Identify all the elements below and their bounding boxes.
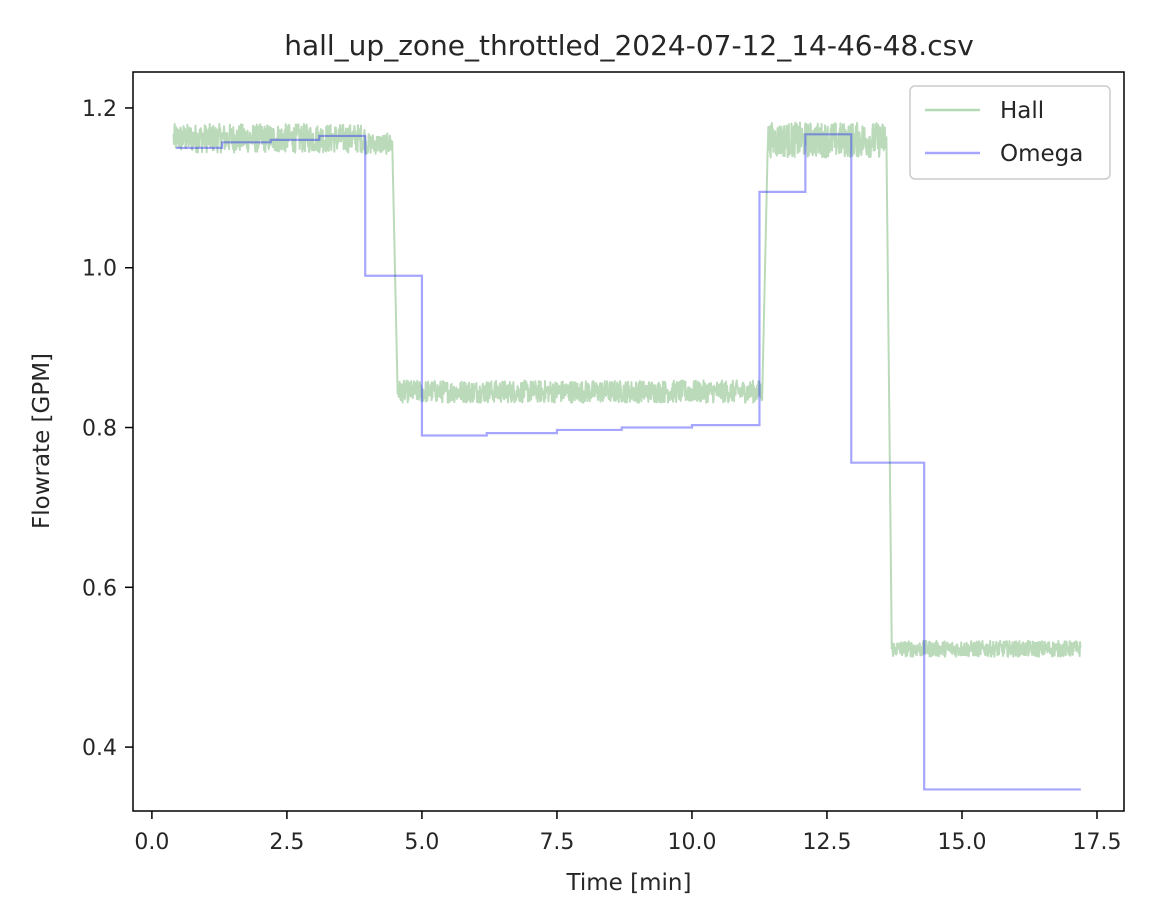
legend-hall-label: Hall xyxy=(1000,98,1044,124)
plot-frame xyxy=(132,71,1125,812)
y-axis: 0.4 0.6 0.8 1.0 1.2 xyxy=(82,97,133,761)
x-tick-label: 5.0 xyxy=(404,830,439,855)
omega-line xyxy=(176,133,1081,791)
x-axis-label: Time [min] xyxy=(566,870,692,896)
x-tick-label: 10.0 xyxy=(667,830,716,855)
x-tick-label: 2.5 xyxy=(269,830,304,855)
plot-series xyxy=(172,121,1082,791)
x-tick-label: 7.5 xyxy=(539,830,574,855)
y-tick-label: 0.6 xyxy=(82,576,117,601)
series-omega xyxy=(176,133,1081,791)
x-tick-label: 15.0 xyxy=(937,830,986,855)
y-tick-label: 0.4 xyxy=(82,736,117,761)
legend-omega-label: Omega xyxy=(1000,141,1083,167)
y-axis-label: Flowrate [GPM] xyxy=(29,353,55,529)
chart-title: hall_up_zone_throttled_2024-07-12_14-46-… xyxy=(284,29,974,62)
x-axis: 0.0 2.5 5.0 7.5 10.0 12.5 15.0 17.5 xyxy=(134,811,1121,855)
hall-line xyxy=(172,121,1082,658)
legend-box xyxy=(909,85,1111,180)
y-tick-label: 1.0 xyxy=(82,257,117,282)
legend: Hall Omega xyxy=(909,85,1111,180)
series-hall xyxy=(172,121,1082,658)
y-tick-label: 1.2 xyxy=(82,97,117,122)
x-tick-label: 12.5 xyxy=(802,830,851,855)
x-tick-label: 17.5 xyxy=(1073,830,1122,855)
x-tick-label: 0.0 xyxy=(134,830,169,855)
y-tick-label: 0.8 xyxy=(82,417,117,442)
